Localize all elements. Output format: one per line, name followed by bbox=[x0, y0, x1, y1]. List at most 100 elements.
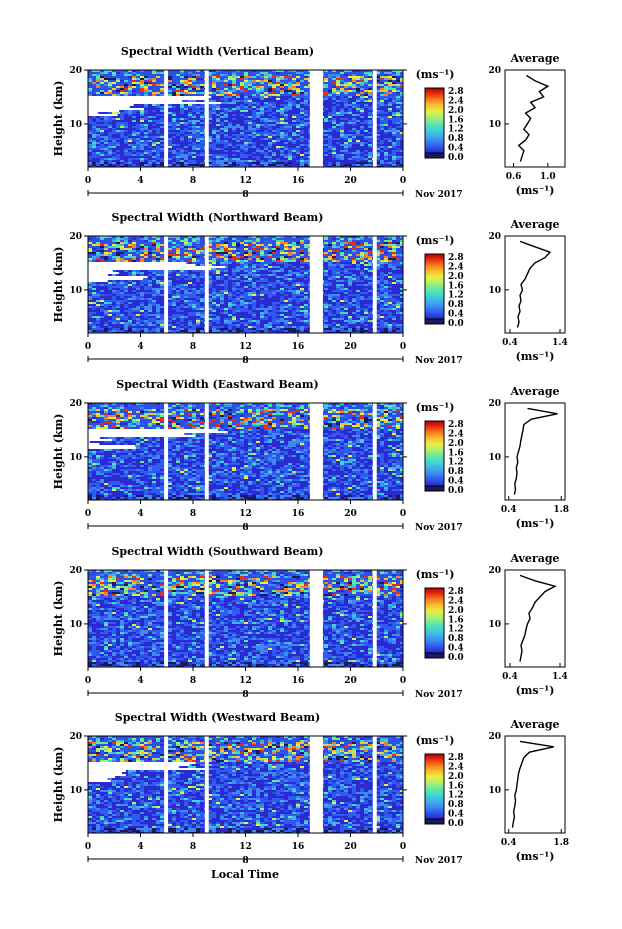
colorbar-tick-label: 2.0 bbox=[448, 772, 464, 782]
colorbar-tick-label: 2.4 bbox=[448, 596, 464, 606]
average-x-label: (ms⁻¹) bbox=[516, 850, 555, 863]
x-tick-label: 0 bbox=[85, 842, 91, 852]
data-gap bbox=[164, 403, 169, 500]
average-frame bbox=[504, 402, 566, 501]
average-title: Average bbox=[509, 218, 559, 231]
x-tick-label: 0 bbox=[400, 842, 406, 852]
data-gap bbox=[204, 403, 209, 500]
average-title: Average bbox=[509, 552, 559, 565]
x-tick-label: 12 bbox=[239, 676, 252, 686]
y-axis-label: Height (km) bbox=[52, 581, 65, 657]
x-tick-label: 4 bbox=[137, 509, 143, 519]
average-x-tick-label: 1.4 bbox=[552, 672, 568, 682]
data-gap bbox=[309, 570, 323, 667]
colorbar bbox=[424, 587, 445, 659]
panel-title: Spectral Width (Southward Beam) bbox=[111, 545, 323, 558]
average-profile-line bbox=[511, 740, 554, 828]
colorbar-min bbox=[424, 152, 445, 159]
panel-title: Spectral Width (Northward Beam) bbox=[112, 211, 324, 224]
average-profile-line bbox=[517, 74, 550, 162]
x-tick-label: 16 bbox=[292, 509, 305, 519]
average-y-tick-label: 10 bbox=[488, 286, 501, 296]
colorbar-tick-label: 2.4 bbox=[448, 429, 464, 439]
x-tick-label: 16 bbox=[292, 842, 305, 852]
colorbar-tick-label: 0.4 bbox=[448, 810, 464, 820]
y-axis-label: Height (km) bbox=[52, 414, 65, 490]
colorbar bbox=[424, 87, 445, 159]
average-x-tick-label: 0.4 bbox=[501, 505, 517, 515]
average-title: Average bbox=[509, 385, 559, 398]
data-gap bbox=[372, 70, 377, 167]
colorbar-tick-label: 0.8 bbox=[448, 134, 464, 144]
colorbar-tick-label: 0.8 bbox=[448, 634, 464, 644]
x-tick-label: 0 bbox=[400, 176, 406, 186]
data-gap bbox=[204, 570, 209, 667]
x-tick-label: 20 bbox=[344, 342, 357, 352]
colorbar-tick-label: 2.8 bbox=[448, 253, 464, 263]
panel-4: Spectral Width (Southward Beam) 20 10 Heigh… bbox=[52, 545, 568, 700]
average-profile-line bbox=[519, 574, 557, 662]
average-x-tick-label: 0.4 bbox=[502, 672, 518, 682]
average-x-tick-label: 0.4 bbox=[501, 838, 517, 848]
day-marker: 8 bbox=[242, 690, 248, 700]
colorbar-tick-label: 2.8 bbox=[448, 420, 464, 430]
x-tick-label: 8 bbox=[190, 842, 196, 852]
average-profile-line bbox=[513, 407, 558, 495]
colorbar-tick-label: 1.6 bbox=[448, 281, 464, 291]
colorbar-tick-label: 0.8 bbox=[448, 800, 464, 810]
colorbar-tick-label: 0.0 bbox=[448, 319, 464, 329]
average-y-tick-label: 10 bbox=[488, 120, 501, 130]
heatmap-cells bbox=[88, 736, 403, 833]
data-gap bbox=[204, 70, 209, 167]
data-gap bbox=[372, 236, 377, 333]
day-marker: 8 bbox=[242, 356, 248, 366]
average-x-tick-label: 1.4 bbox=[552, 338, 568, 348]
panel-title: Spectral Width (Westward Beam) bbox=[115, 711, 320, 724]
colorbar-label: (ms⁻¹) bbox=[416, 734, 455, 747]
colorbar bbox=[424, 753, 445, 825]
average-x-label: (ms⁻¹) bbox=[516, 684, 555, 697]
heatmap-cells bbox=[88, 236, 403, 333]
average-y-tick-label: 20 bbox=[488, 399, 501, 409]
colorbar-tick-label: 0.4 bbox=[448, 144, 464, 154]
data-gap bbox=[164, 70, 169, 167]
colorbar-label: (ms⁻¹) bbox=[416, 234, 455, 247]
average-title: Average bbox=[509, 52, 559, 65]
average-x-tick-label: 0.4 bbox=[502, 338, 518, 348]
x-tick-label: 0 bbox=[400, 676, 406, 686]
x-tick-label: 12 bbox=[239, 509, 252, 519]
colorbar-tick-label: 2.0 bbox=[448, 272, 464, 282]
x-tick-label: 0 bbox=[400, 509, 406, 519]
x-tick-label: 0 bbox=[85, 342, 91, 352]
average-x-tick-label: 1.8 bbox=[553, 838, 569, 848]
colorbar-tick-label: 1.6 bbox=[448, 115, 464, 125]
colorbar-label: (ms⁻¹) bbox=[416, 68, 455, 81]
day-marker: 8 bbox=[242, 856, 248, 866]
x-tick-label: 8 bbox=[190, 509, 196, 519]
colorbar-tick-label: 0.8 bbox=[448, 300, 464, 310]
panel-2: Spectral Width (Northward Beam) 20 10 Heigh… bbox=[52, 211, 568, 366]
y-tick-label: 10 bbox=[69, 453, 82, 463]
colorbar-label: (ms⁻¹) bbox=[416, 568, 455, 581]
colorbar bbox=[424, 420, 445, 492]
x-tick-label: 12 bbox=[239, 842, 252, 852]
y-tick-label: 10 bbox=[69, 120, 82, 130]
y-tick-label: 20 bbox=[69, 566, 82, 576]
x-tick-label: 20 bbox=[344, 176, 357, 186]
data-gap bbox=[309, 403, 323, 500]
colorbar-min bbox=[424, 318, 445, 325]
heatmap-cells bbox=[88, 570, 403, 667]
colorbar-tick-label: 1.2 bbox=[448, 791, 464, 801]
data-gap bbox=[164, 736, 169, 833]
x-tick-label: 0 bbox=[85, 176, 91, 186]
data-gap bbox=[204, 236, 209, 333]
data-gap bbox=[309, 70, 323, 167]
colorbar-tick-label: 1.6 bbox=[448, 781, 464, 791]
data-gap bbox=[372, 736, 377, 833]
x-tick-label: 16 bbox=[292, 176, 305, 186]
x-tick-label: 20 bbox=[344, 676, 357, 686]
colorbar-tick-label: 1.2 bbox=[448, 125, 464, 135]
x-tick-label: 12 bbox=[239, 176, 252, 186]
average-x-label: (ms⁻¹) bbox=[516, 350, 555, 363]
date-label: Nov 2017 bbox=[415, 523, 463, 533]
